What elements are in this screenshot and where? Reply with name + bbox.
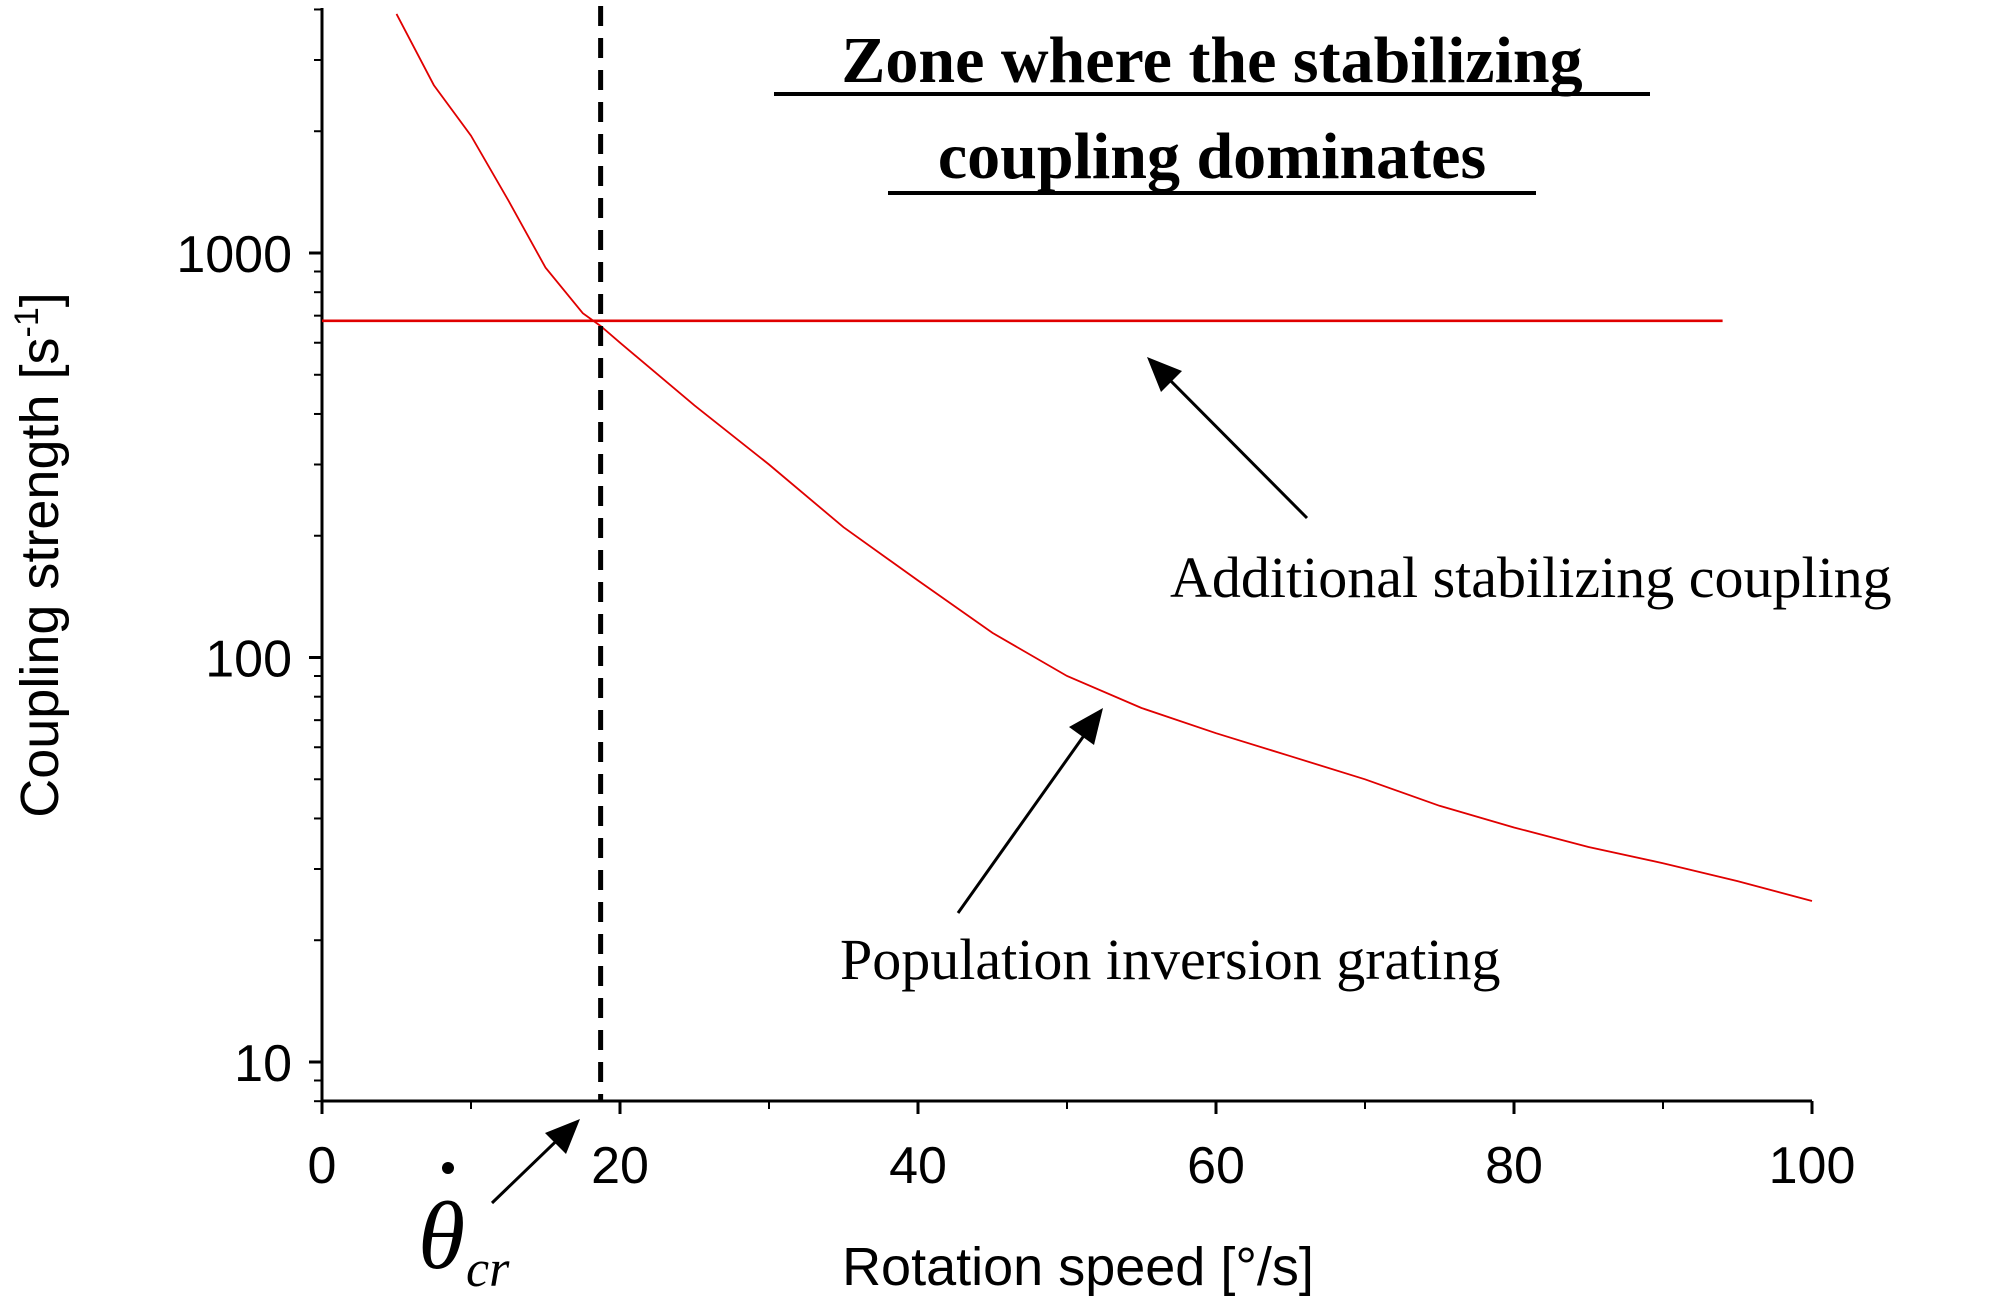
zone-title-line2: coupling dominates [938, 120, 1486, 193]
population-grating-arrow [956, 712, 1102, 914]
x-tick-label: 80 [1485, 1137, 1543, 1195]
theta-cr-subscript: cr [466, 1241, 510, 1298]
additional-coupling-arrowhead-icon [1147, 357, 1182, 392]
x-tick-label: 100 [1769, 1137, 1856, 1195]
additional-coupling-label: Additional stabilizing coupling [1170, 545, 1892, 610]
population-grating-curve [395, 13, 1813, 902]
x-tick-label: 20 [591, 1137, 649, 1195]
y-axis-label: Coupling strength [s-1] [8, 292, 70, 818]
population-grating-label: Population inversion grating [840, 927, 1501, 992]
theta-cr-arrowhead-icon [545, 1119, 580, 1154]
zone-title-line1: Zone where the stabilizing [841, 24, 1582, 97]
additional-coupling-arrow [1148, 358, 1309, 520]
y-tick-label: 1000 [176, 226, 292, 284]
x-axis-label: Rotation speed [°/s] [842, 1237, 1314, 1297]
y-axis-label-superscript: -1 [8, 307, 46, 337]
series-layer [322, 6, 1813, 1101]
x-tick-label: 60 [1187, 1137, 1245, 1195]
y-tick-label: 100 [205, 631, 292, 689]
x-tick-label: 40 [889, 1137, 947, 1195]
x-tick-label: 0 [308, 1137, 337, 1195]
y-axis-label-close: ] [10, 292, 70, 307]
population-grating-arrowhead-icon [1069, 708, 1103, 745]
theta-cr-symbol: θ [418, 1182, 465, 1289]
y-tick-label: 10 [234, 1035, 292, 1093]
x-ticks: 0 20 40 60 80 100 [308, 1101, 1856, 1195]
y-ticks: 10 100 1000 [176, 8, 322, 1103]
theta-cr-dot [442, 1162, 454, 1174]
